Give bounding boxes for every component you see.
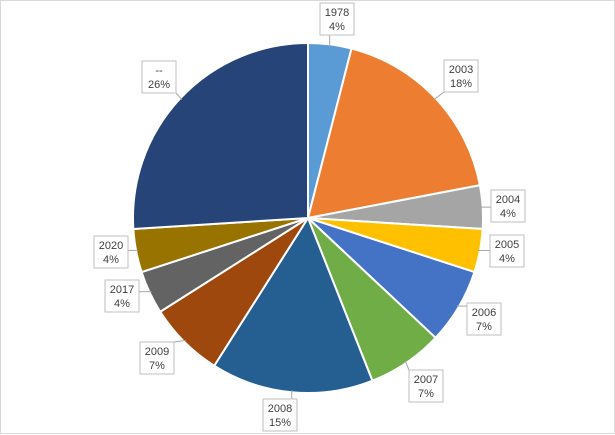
data-label-2004: 2004 4% [480,189,526,223]
label-percent: 15% [269,417,291,429]
label-category: 2005 [495,239,519,251]
data-label-unknown: -- 26% [141,60,183,100]
data-label-2003: 2003 18% [433,59,479,100]
label-box [141,60,177,94]
data-label-2007: 2007 7% [404,360,444,403]
label-percent: 26% [148,79,170,91]
data-label-2017: 2017 4% [104,279,152,313]
label-category: 2004 [496,194,520,206]
label-percent: 7% [149,360,165,372]
leader-line [175,92,183,100]
label-category: 1978 [325,7,349,19]
data-label-2005: 2005 4% [477,234,525,268]
pie-slices [132,41,484,394]
label-category: 2006 [472,307,496,319]
leader-line [404,360,410,371]
label-percent: 4% [114,298,130,310]
label-box [262,398,298,432]
label-box [93,235,129,269]
label-percent: 7% [418,388,434,400]
data-label-2020: 2020 4% [93,235,139,269]
label-box [489,234,525,268]
label-category: -- [155,65,163,77]
label-category: 2009 [145,346,169,358]
label-box [466,302,502,336]
leader-line [433,91,445,100]
label-box [490,189,526,223]
label-box [408,369,444,403]
data-label-2009: 2009 7% [139,339,186,375]
label-category: 2017 [110,284,134,296]
data-label-2006: 2006 7% [456,302,502,336]
label-percent: 4% [499,253,515,265]
label-percent: 4% [103,254,119,266]
label-box [319,2,355,36]
label-percent: 7% [476,321,492,333]
label-percent: 18% [450,78,472,90]
label-category: 2003 [449,64,473,76]
label-box [104,279,140,313]
label-box [443,59,479,93]
label-percent: 4% [329,21,345,33]
label-percent: 4% [500,208,516,220]
data-labels: 19784%200318%20044%20054%20067%20077%200… [93,2,526,432]
leader-line [173,339,186,343]
label-category: 2020 [99,240,123,252]
label-category: 2008 [268,403,292,415]
label-category: 2007 [414,374,438,386]
data-label-1978: 1978 4% [319,2,355,47]
data-label-2008: 2008 15% [262,390,298,432]
label-box [139,341,175,375]
